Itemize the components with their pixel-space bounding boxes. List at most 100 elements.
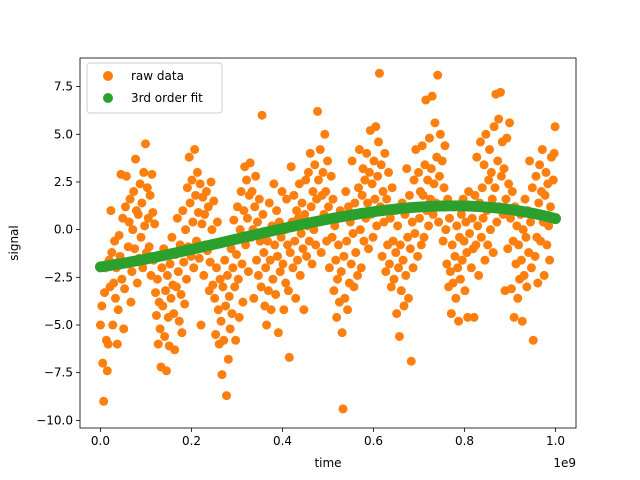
raw-data-point [205, 257, 215, 267]
raw-data-point [133, 209, 143, 219]
raw-data-point [384, 167, 394, 177]
raw-data-point [396, 286, 406, 296]
raw-data-point [268, 274, 278, 284]
raw-data-point [418, 190, 428, 200]
raw-data-point [453, 263, 463, 273]
raw-data-point [286, 162, 296, 172]
raw-data-point [271, 289, 281, 299]
raw-data-point [509, 312, 519, 322]
raw-data-point [225, 324, 235, 334]
raw-data-point [242, 175, 252, 185]
raw-data-point [372, 221, 382, 231]
raw-data-point [550, 122, 560, 132]
raw-data-point [544, 221, 554, 231]
raw-data-point [232, 249, 242, 259]
raw-data-point [490, 183, 500, 193]
raw-data-point [210, 293, 220, 303]
raw-data-point [501, 194, 511, 204]
raw-data-point [342, 236, 352, 246]
raw-data-point [429, 179, 439, 189]
raw-data-point [247, 187, 257, 197]
raw-data-point [395, 240, 405, 250]
raw-data-point [121, 202, 130, 212]
raw-data-point [495, 87, 505, 97]
y-axis-ticks: −10.0 −7.5 −5.0 −2.5 0.0 2.5 5.0 7.5 [36, 80, 80, 427]
raw-data-point [474, 270, 484, 280]
raw-data-point [142, 183, 152, 193]
raw-data-point [305, 148, 315, 158]
series-layer [94, 68, 562, 414]
raw-data-point [340, 293, 350, 303]
raw-data-point [336, 267, 346, 277]
raw-data-point [493, 156, 503, 166]
raw-data-point [196, 320, 206, 330]
raw-data-point [480, 255, 490, 265]
raw-data-point [262, 320, 272, 330]
raw-data-point [188, 217, 198, 227]
raw-data-point [541, 167, 551, 177]
raw-data-point [522, 282, 532, 292]
raw-data-point [131, 154, 141, 164]
raw-data-point [446, 309, 456, 319]
legend-label-3rd-order-fit: 3rd order fit [131, 91, 203, 105]
raw-data-point [222, 391, 232, 401]
raw-data-point [477, 183, 487, 193]
raw-data-point [328, 194, 338, 204]
raw-data-point [373, 171, 383, 181]
raw-data-point [419, 232, 429, 242]
raw-data-point [459, 236, 469, 246]
raw-data-point [230, 282, 240, 292]
raw-data-point [371, 122, 381, 132]
raw-data-point [488, 248, 498, 258]
raw-data-point [152, 274, 162, 284]
raw-data-point [277, 187, 287, 197]
raw-data-point [469, 312, 479, 322]
raw-data-point [315, 145, 325, 155]
raw-data-point [145, 190, 155, 200]
raw-data-point [160, 331, 170, 341]
raw-data-point [167, 232, 177, 242]
raw-data-point [103, 339, 113, 349]
raw-data-point [239, 206, 249, 216]
raw-data-point [376, 160, 386, 170]
raw-data-point [527, 183, 537, 193]
raw-data-point [321, 187, 331, 197]
raw-data-point [256, 282, 266, 292]
legend-marker-3rd-order-fit [103, 93, 113, 103]
raw-data-point [445, 267, 455, 277]
raw-data-point [281, 278, 291, 288]
raw-data-point [539, 270, 549, 280]
raw-data-point [102, 366, 112, 376]
raw-data-point [303, 167, 313, 177]
raw-data-point [217, 370, 227, 380]
raw-data-point [179, 257, 189, 267]
raw-data-point [398, 255, 408, 265]
raw-data-point [526, 263, 536, 273]
raw-data-point [323, 156, 333, 166]
raw-data-point [108, 320, 118, 330]
raw-data-point [513, 293, 523, 303]
raw-data-point [100, 288, 110, 298]
raw-data-point [505, 118, 515, 128]
raw-data-point [288, 263, 298, 273]
raw-data-point [318, 167, 328, 177]
raw-data-point [374, 68, 384, 78]
raw-data-point [202, 187, 211, 197]
raw-data-point [107, 248, 117, 258]
y-tick-label: −7.5 [44, 366, 73, 380]
raw-data-point [95, 320, 105, 330]
raw-data-point [284, 352, 294, 362]
raw-data-point [223, 354, 233, 364]
legend: raw data 3rd order fit [86, 62, 223, 114]
raw-data-point [272, 206, 282, 216]
raw-data-point [251, 171, 261, 181]
raw-data-point [367, 179, 377, 189]
raw-data-point [290, 236, 300, 246]
raw-data-point [368, 232, 378, 242]
legend-label-raw-data: raw data [131, 69, 184, 83]
raw-data-point [389, 274, 399, 284]
raw-data-point [121, 171, 131, 181]
raw-data-point [139, 167, 149, 177]
raw-data-point [475, 137, 485, 147]
raw-data-point [200, 209, 210, 219]
